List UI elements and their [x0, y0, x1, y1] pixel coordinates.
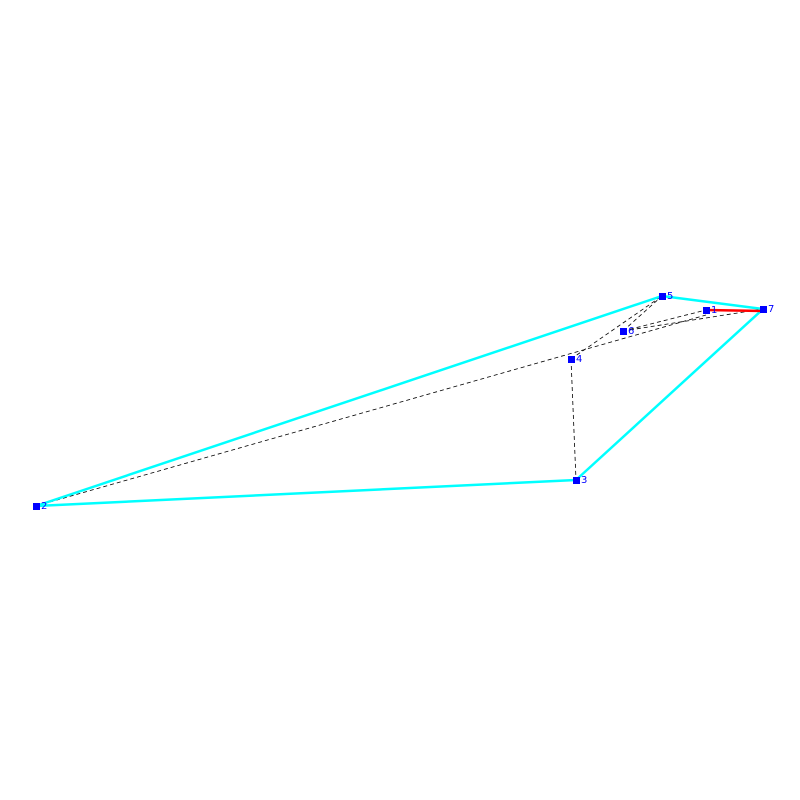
- node: [703, 307, 710, 314]
- highlight-edge: [705, 308, 764, 313]
- node: [760, 306, 767, 313]
- node-label: 2: [41, 501, 47, 512]
- edge: [661, 294, 764, 311]
- node-label: 5: [667, 291, 673, 302]
- node: [620, 328, 627, 335]
- node-label: 4: [576, 354, 582, 365]
- edge: [622, 309, 707, 332]
- nodes: 1 2 3 4 5 6 7: [33, 291, 774, 512]
- edge: [35, 478, 577, 508]
- edge: [570, 295, 663, 360]
- node: [33, 503, 40, 510]
- node-label: 3: [581, 475, 587, 486]
- edge: [570, 358, 577, 481]
- hull-edges: [35, 294, 764, 508]
- dashed-edges: [35, 295, 764, 507]
- node-label: 1: [711, 305, 717, 316]
- node: [659, 293, 666, 300]
- edge: [35, 294, 663, 508]
- edge: [622, 295, 663, 332]
- node-label: 7: [768, 304, 774, 315]
- node: [573, 477, 580, 484]
- edge: [575, 308, 764, 481]
- edge: [622, 308, 764, 332]
- node: [568, 356, 575, 363]
- node-label: 6: [628, 326, 634, 337]
- edge: [35, 314, 707, 507]
